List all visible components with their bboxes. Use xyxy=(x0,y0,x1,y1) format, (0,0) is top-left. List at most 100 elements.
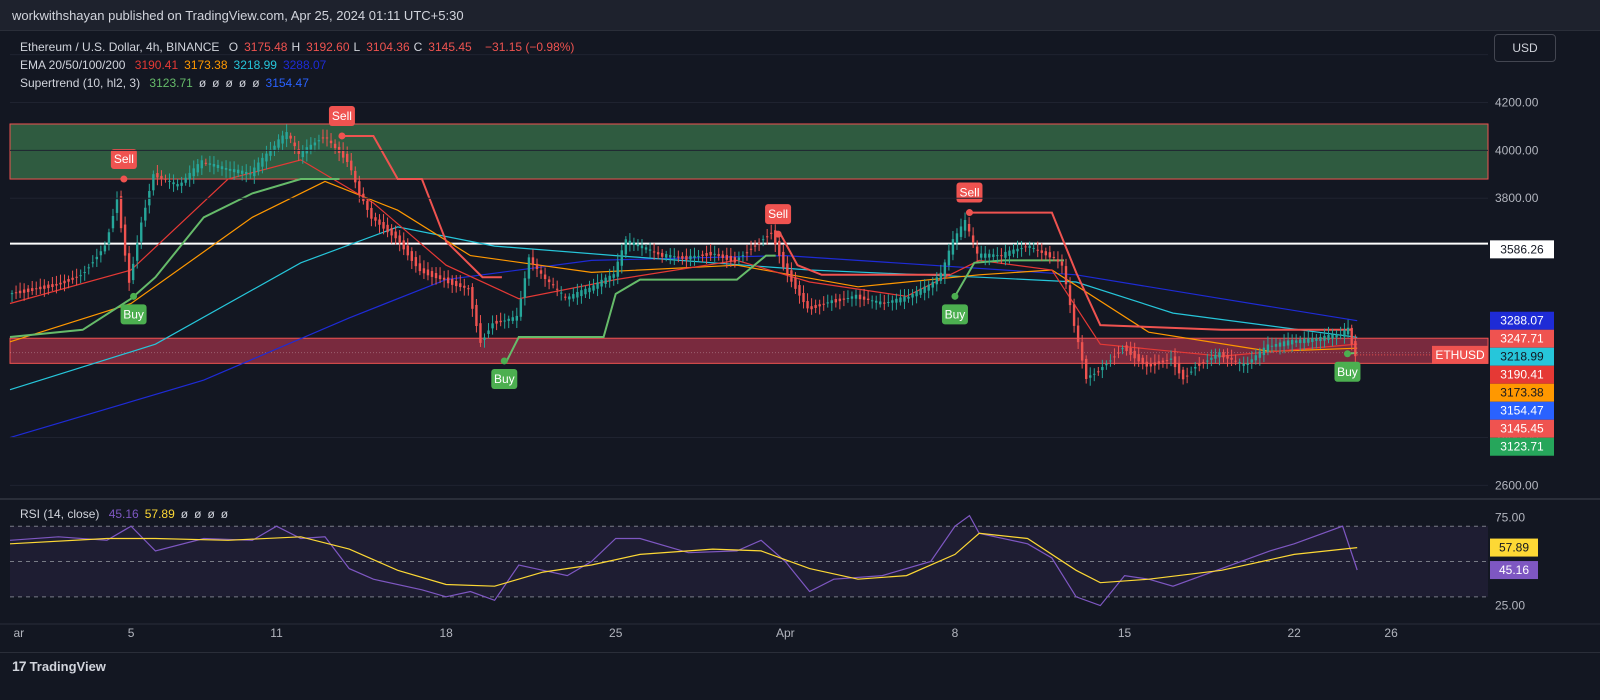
candle-body xyxy=(455,281,458,287)
candle-body xyxy=(10,293,14,295)
candle-body xyxy=(140,222,143,242)
candle-body xyxy=(572,294,575,299)
rsi-ma-line xyxy=(9,532,1358,587)
candle-body xyxy=(713,253,716,255)
rsi-legend: RSI (14, close) 45.16 57.89 ø ø ø ø xyxy=(20,507,240,521)
legend-supertrend-value: 3123.71 xyxy=(149,76,193,90)
candle-body xyxy=(681,256,684,259)
candle-body xyxy=(818,304,821,307)
candle-body xyxy=(297,149,300,154)
candle-body xyxy=(850,296,854,299)
candle-body xyxy=(345,153,349,162)
candle-body xyxy=(216,164,220,169)
legend-supertrend-value: ø xyxy=(252,76,260,90)
candle-body xyxy=(1238,362,1241,364)
candle-body xyxy=(838,298,842,302)
candle-body xyxy=(858,294,862,300)
candle-body xyxy=(249,173,252,175)
candle-body xyxy=(673,256,676,258)
candle-body xyxy=(515,315,519,321)
candle-body xyxy=(1331,334,1334,339)
candle-body xyxy=(1222,352,1225,358)
legend-ohlc-value: 3192.60 xyxy=(306,40,350,54)
candle-body xyxy=(95,256,99,260)
candle-body xyxy=(261,157,264,167)
candle-body xyxy=(245,171,248,175)
candle-body xyxy=(1084,358,1088,379)
legend-symbol-row: Ethereum / U.S. Dollar, 4h, BINANCE O 317… xyxy=(20,40,580,54)
candle-body xyxy=(1315,338,1318,341)
candle-body xyxy=(1323,335,1326,341)
candle-body xyxy=(91,262,94,264)
candle-body xyxy=(996,255,999,257)
candle-body xyxy=(257,162,260,172)
time-tick-label: 11 xyxy=(270,626,283,640)
candle-body xyxy=(1129,347,1132,355)
candle-body xyxy=(568,296,571,300)
sell-dot xyxy=(120,175,128,183)
legend-ohlc-key: C xyxy=(413,40,423,54)
candle-body xyxy=(232,169,236,173)
price-tick-label: 2600.00 xyxy=(1495,478,1539,492)
candle-body xyxy=(1210,357,1213,360)
candle-body xyxy=(669,255,672,258)
candle-body xyxy=(911,293,914,298)
tradingview-mark-icon: 17 xyxy=(12,658,27,674)
candle-body xyxy=(1097,371,1100,373)
candle-body xyxy=(406,245,409,256)
candle-body xyxy=(584,288,587,295)
candle-body xyxy=(923,286,926,293)
candle-body xyxy=(1165,360,1169,362)
candle-body xyxy=(1290,339,1294,345)
legend-change: −31.15 (−0.98%) xyxy=(485,40,575,54)
candle-body xyxy=(1048,252,1052,258)
candle-body xyxy=(1214,354,1217,359)
candle-body xyxy=(1278,342,1282,347)
time-tick-label: 8 xyxy=(952,626,959,640)
candle-body xyxy=(168,180,171,182)
ema200-line xyxy=(9,254,1358,439)
supertrend-line-down xyxy=(779,233,951,276)
candle-body xyxy=(507,318,510,321)
time-tick-label: ar xyxy=(14,626,25,640)
candle-body xyxy=(774,230,777,245)
candle-body xyxy=(374,217,377,221)
candle-body xyxy=(71,277,74,280)
candle-body xyxy=(1040,250,1043,253)
publisher-bar: workwithshayan published on TradingView.… xyxy=(0,0,1600,31)
footer xyxy=(0,652,1600,700)
price-tick-label: 4200.00 xyxy=(1495,95,1539,109)
candle-body xyxy=(281,135,284,144)
candle-body xyxy=(1133,350,1136,359)
candle-body xyxy=(1230,357,1233,360)
candle-body xyxy=(160,175,163,179)
candle-body xyxy=(975,246,979,254)
candle-body xyxy=(422,268,426,274)
candle-body xyxy=(277,139,280,148)
candle-body xyxy=(1177,362,1181,374)
candle-body xyxy=(1028,245,1031,248)
candle-body xyxy=(1198,363,1201,366)
time-tick-label: 18 xyxy=(439,626,453,640)
rsi-value-tag-text: 45.16 xyxy=(1499,563,1529,577)
candle-body xyxy=(1194,366,1197,369)
candle-body xyxy=(1056,259,1060,262)
candle-body xyxy=(576,291,579,298)
legend-ema-label: EMA 20/50/100/200 xyxy=(20,58,126,72)
candle-body xyxy=(765,236,769,238)
candle-body xyxy=(1109,360,1112,362)
rsi-value-tag xyxy=(1490,538,1538,557)
time-tick-label: Apr xyxy=(776,626,795,640)
candle-body xyxy=(192,168,195,177)
candle-body xyxy=(1080,342,1084,361)
chart-canvas[interactable]: SellBuySellBuySellBuySellBuy4400.004200.… xyxy=(0,30,1600,652)
ema50-line xyxy=(9,180,1358,353)
candle-body xyxy=(870,300,874,302)
currency-button[interactable]: USD xyxy=(1494,34,1556,62)
candle-body xyxy=(402,240,405,250)
candle-body xyxy=(107,232,111,244)
candle-body xyxy=(59,282,62,285)
candle-body xyxy=(350,160,353,171)
candle-body xyxy=(826,302,829,304)
candle-body xyxy=(463,285,466,288)
